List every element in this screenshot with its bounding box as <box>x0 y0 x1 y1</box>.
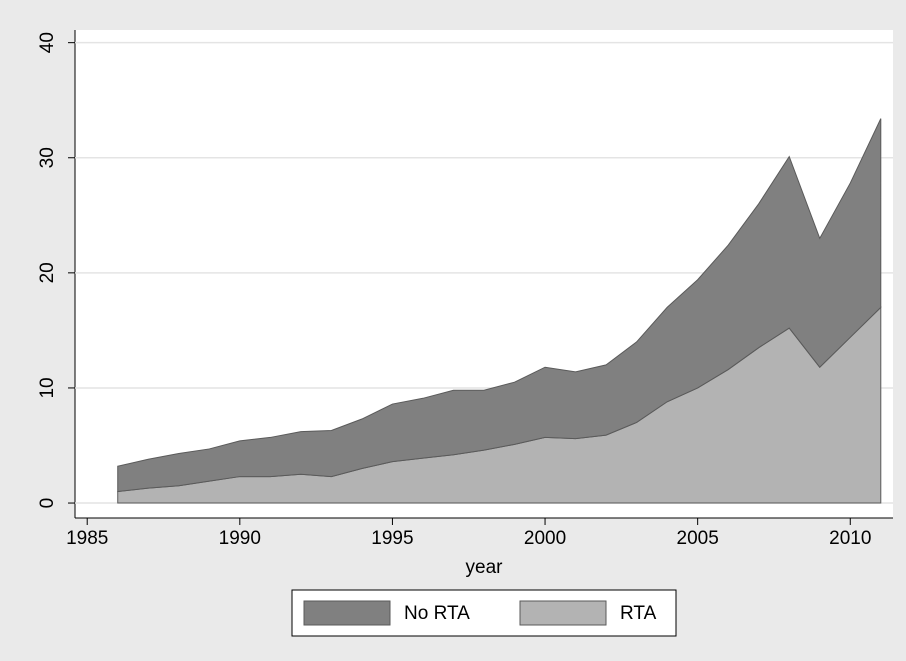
legend-swatch <box>519 600 607 626</box>
legend-label: RTA <box>620 603 657 624</box>
legend-label: No RTA <box>404 603 470 624</box>
x-tick-label: 1985 <box>66 528 108 549</box>
y-tick-label: 0 <box>37 498 58 509</box>
legend-swatch <box>303 600 391 626</box>
y-tick-label: 30 <box>37 147 58 168</box>
y-tick-label: 10 <box>37 377 58 398</box>
x-tick-label: 2010 <box>829 528 871 549</box>
x-tick-label: 2005 <box>677 528 719 549</box>
x-tick-label: 1995 <box>371 528 413 549</box>
y-tick-label: 20 <box>37 262 58 283</box>
area <box>117 118 882 493</box>
x-tick-label: 2000 <box>524 528 566 549</box>
x-tick-label: 1990 <box>219 528 261 549</box>
y-tick-label: 40 <box>37 32 58 53</box>
x-axis-label: year <box>466 557 504 578</box>
